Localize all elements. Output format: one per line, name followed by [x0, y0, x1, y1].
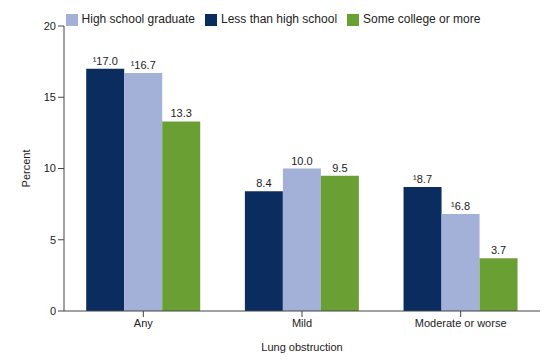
svg-text:Lung obstruction: Lung obstruction [261, 341, 342, 353]
svg-text:¹6.8: ¹6.8 [451, 200, 470, 212]
svg-text:13.3: 13.3 [171, 107, 192, 119]
svg-text:¹8.7: ¹8.7 [413, 173, 432, 185]
svg-text:¹17.0: ¹17.0 [93, 55, 118, 67]
svg-text:0: 0 [50, 305, 56, 317]
svg-text:8.4: 8.4 [256, 177, 271, 189]
svg-text:¹16.7: ¹16.7 [131, 59, 156, 71]
svg-text:10.0: 10.0 [291, 155, 312, 167]
html-text:Some college or more: Some college or more [363, 12, 481, 26]
svg-text:5: 5 [50, 234, 56, 246]
svg-text:Mild: Mild [292, 317, 312, 329]
html-text:High school graduate: High school graduate [81, 12, 195, 26]
html-text:Less than high school: Less than high school [221, 12, 338, 26]
svg-text:20: 20 [44, 20, 56, 32]
svg-text:Percent: Percent [20, 150, 32, 188]
svg-text:10: 10 [44, 162, 56, 174]
svg-text:3.7: 3.7 [491, 244, 506, 256]
svg-text:15: 15 [44, 91, 56, 103]
svg-text:Any: Any [134, 317, 153, 329]
svg-text:Moderate or worse: Moderate or worse [415, 317, 507, 329]
svg-text:9.5: 9.5 [332, 162, 347, 174]
